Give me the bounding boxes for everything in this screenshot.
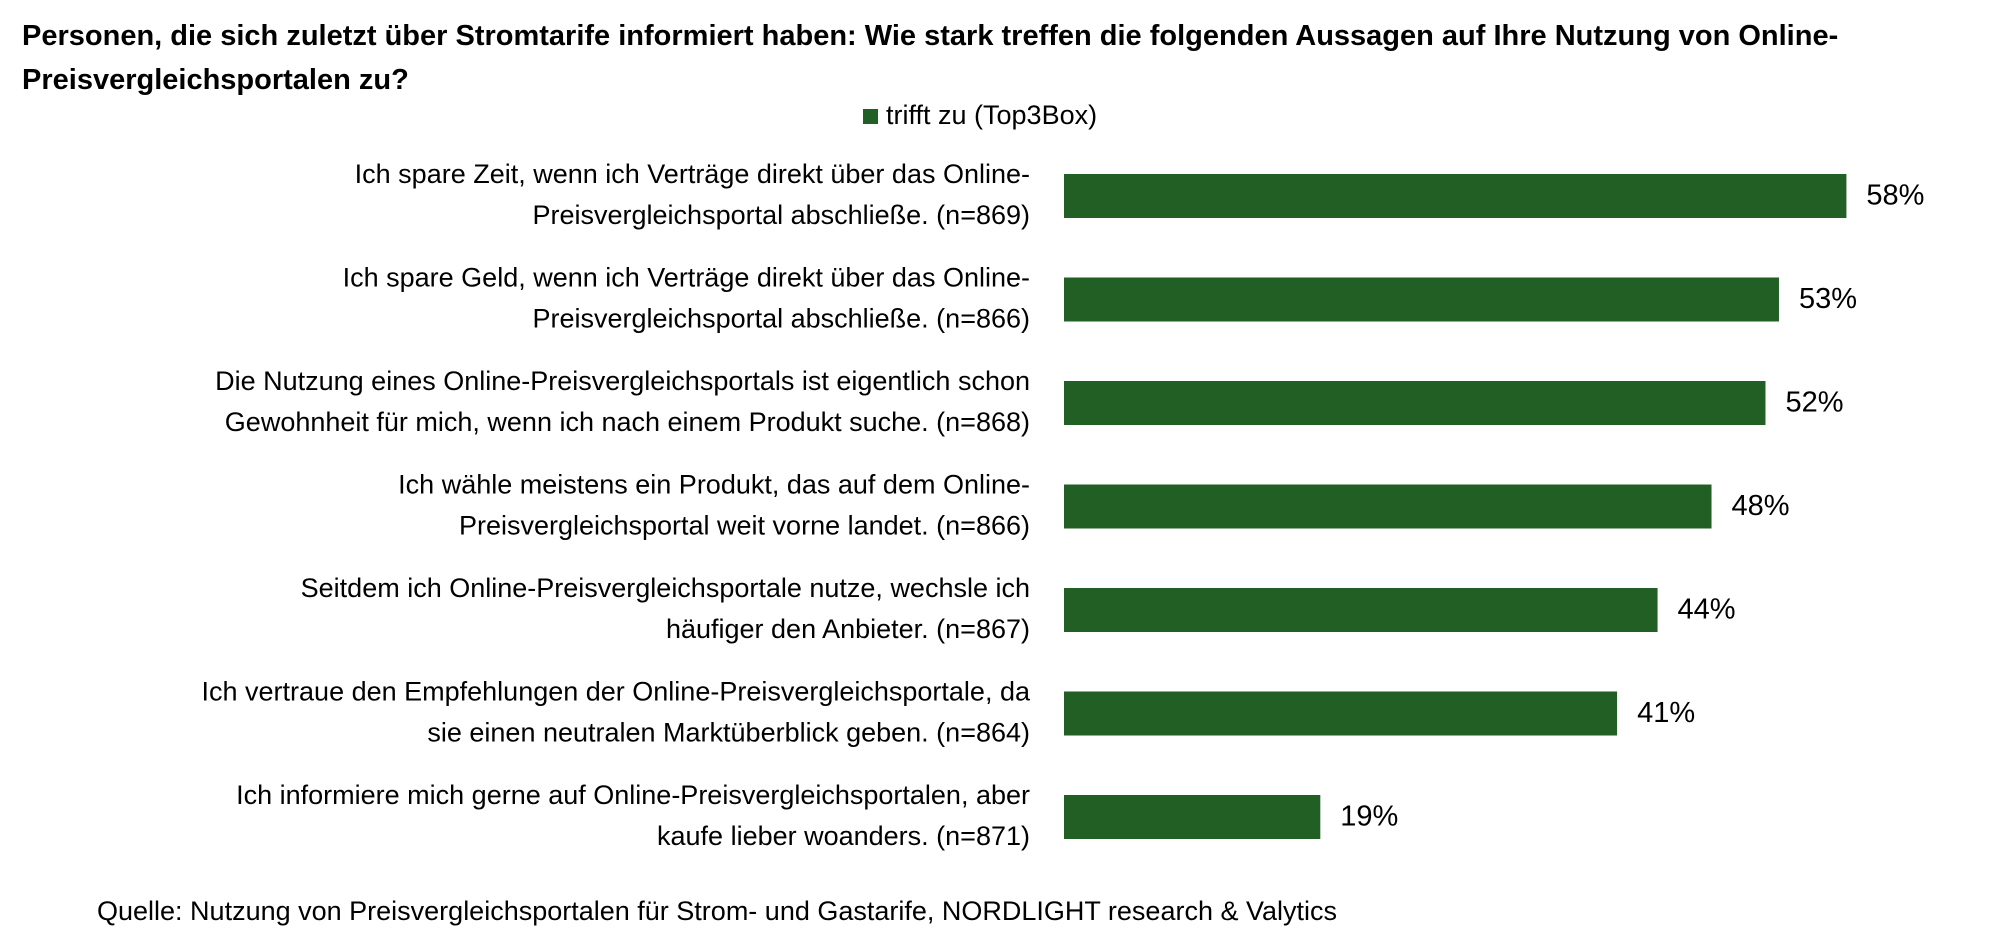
category-label: Gewohnheit für mich, wenn ich nach einem…: [225, 407, 1030, 437]
category-label: Preisvergleichsportal weit vorne landet.…: [459, 511, 1030, 541]
value-label: 41%: [1637, 697, 1695, 729]
category-label: Seitdem ich Online-Preisvergleichsportal…: [301, 573, 1030, 603]
category-label: Ich spare Zeit, wenn ich Verträge direkt…: [355, 159, 1030, 189]
category-label: Die Nutzung eines Online-Preisvergleichs…: [215, 366, 1030, 396]
category-label: Ich vertraue den Empfehlungen der Online…: [202, 677, 1031, 707]
value-label: 19%: [1340, 801, 1398, 833]
value-label: 44%: [1678, 594, 1736, 626]
bar: [1064, 484, 1712, 529]
category-label: kaufe lieber woanders. (n=871): [657, 821, 1030, 851]
category-label: Ich wähle meistens ein Produkt, das auf …: [398, 470, 1030, 500]
category-label: Preisvergleichsportal abschließe. (n=869…: [533, 200, 1031, 230]
bar: [1064, 588, 1658, 632]
category-label: häufiger den Anbieter. (n=867): [666, 614, 1030, 644]
bar: [1064, 795, 1321, 839]
legend-swatch: [863, 109, 878, 124]
legend-label: trifft zu (Top3Box): [886, 100, 1097, 130]
chart-title: Personen, die sich zuletzt über Stromtar…: [22, 20, 1839, 96]
bar: [1064, 691, 1618, 736]
category-label: Ich spare Geld, wenn ich Verträge direkt…: [343, 263, 1030, 293]
value-label: 53%: [1799, 283, 1857, 315]
category-label: Preisvergleichsportal abschließe. (n=866…: [533, 304, 1031, 334]
value-label: 52%: [1785, 387, 1843, 419]
value-label: 58%: [1866, 180, 1924, 212]
bar: [1064, 277, 1779, 322]
bar: [1064, 381, 1766, 425]
category-label: sie einen neutralen Marktüberblick geben…: [427, 718, 1030, 748]
source-note: Quelle: Nutzung von Preisvergleichsporta…: [97, 896, 1337, 926]
value-label: 48%: [1732, 490, 1790, 522]
category-label: Ich informiere mich gerne auf Online-Pre…: [236, 780, 1030, 810]
bar: [1064, 174, 1847, 218]
